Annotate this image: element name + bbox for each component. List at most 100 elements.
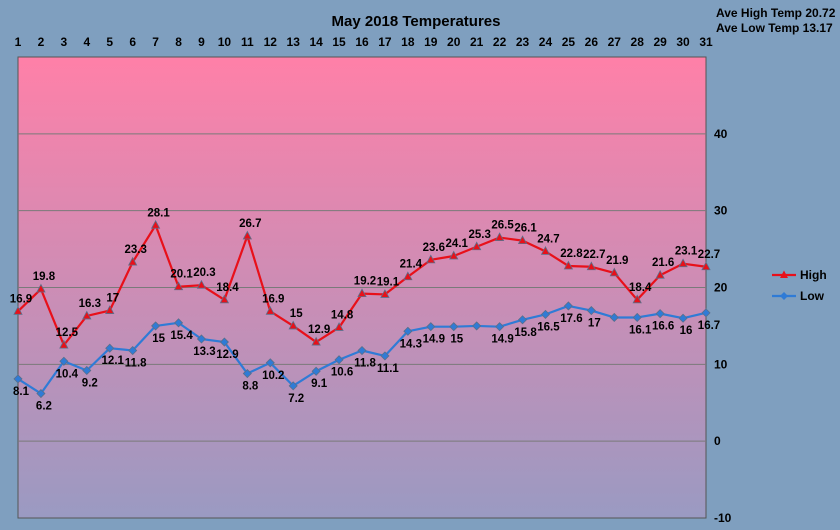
high-data-label: 22.7 — [698, 249, 720, 261]
high-data-label: 26.7 — [239, 218, 261, 230]
x-tick-label: 13 — [287, 35, 301, 49]
low-data-label: 10.6 — [331, 367, 353, 379]
low-point — [151, 321, 161, 331]
x-tick-label: 11 — [241, 35, 254, 49]
low-data-label: 16.7 — [698, 320, 720, 332]
low-point — [586, 305, 596, 316]
high-data-label: 18.4 — [216, 282, 239, 294]
x-tick-label: 22 — [493, 35, 507, 49]
high-data-label: 20.3 — [193, 267, 215, 279]
high-data-label: 21.9 — [606, 255, 628, 267]
low-data-label: 17.6 — [560, 313, 582, 325]
low-data-label: 14.9 — [423, 334, 445, 346]
low-data-label: 12.9 — [216, 349, 238, 361]
low-data-label: 9.1 — [311, 378, 328, 390]
high-data-label: 19.1 — [377, 276, 400, 288]
high-point — [540, 246, 551, 255]
high-point — [173, 281, 184, 291]
low-data-label: 15 — [152, 333, 165, 345]
high-point — [36, 283, 46, 293]
low-data-label: 11.1 — [377, 363, 399, 375]
low-data-label: 6.2 — [36, 401, 52, 413]
x-tick-label: 12 — [264, 35, 278, 49]
high-point — [449, 250, 459, 260]
ave-high-annotation: Ave High Temp 20.72 — [716, 6, 836, 20]
high-data-label: 20.1 — [170, 269, 193, 281]
high-point — [311, 336, 321, 346]
low-data-label: 11.8 — [354, 358, 376, 370]
high-point — [563, 260, 574, 270]
low-data-label: 14.9 — [491, 334, 513, 346]
low-point — [449, 322, 459, 332]
high-data-label: 16.9 — [262, 293, 284, 305]
high-point — [380, 289, 390, 298]
x-tick-label: 14 — [309, 35, 323, 49]
low-point — [311, 366, 321, 376]
high-data-label: 19.8 — [33, 271, 56, 283]
legend-label-low: Low — [800, 289, 825, 303]
low-point — [13, 374, 23, 384]
x-tick-label: 28 — [631, 35, 645, 49]
high-data-label: 21.4 — [400, 259, 423, 271]
high-data-label: 26.1 — [514, 223, 537, 235]
high-data-label: 19.2 — [354, 276, 376, 288]
low-point — [540, 309, 551, 319]
x-tick-label: 5 — [106, 35, 113, 49]
low-point — [517, 315, 528, 325]
low-data-label: 13.3 — [193, 346, 215, 358]
low-data-label: 16.5 — [537, 321, 560, 333]
x-tick-label: 3 — [61, 35, 68, 49]
high-point — [517, 235, 528, 245]
high-point — [82, 310, 92, 320]
high-point — [632, 294, 642, 304]
low-data-label: 9.2 — [82, 377, 98, 389]
high-point — [609, 267, 619, 277]
y-tick-label: -10 — [714, 511, 732, 525]
high-point — [219, 294, 230, 304]
y-tick-label: 30 — [714, 204, 728, 218]
low-point — [403, 326, 413, 336]
high-data-label: 12.9 — [308, 324, 330, 336]
high-data-label: 23.1 — [675, 246, 698, 258]
high-point — [196, 279, 207, 289]
x-tick-label: 29 — [653, 35, 667, 49]
x-tick-label: 7 — [152, 35, 159, 49]
x-tick-label: 8 — [175, 35, 182, 49]
high-point — [128, 256, 138, 266]
y-tick-label: 10 — [714, 357, 728, 371]
gridlines — [18, 133, 706, 442]
low-data-label: 14.3 — [400, 338, 422, 350]
low-data-label: 16.6 — [652, 321, 674, 333]
x-tick-label: 21 — [470, 35, 484, 49]
high-point — [701, 261, 711, 271]
low-point — [701, 308, 711, 318]
high-data-label: 24.1 — [446, 238, 469, 250]
low-data-label: 10.2 — [262, 370, 284, 382]
x-tick-label: 23 — [516, 35, 530, 49]
ave-low-annotation: Ave Low Temp 13.17 — [716, 21, 833, 35]
x-tick-label: 1 — [15, 35, 22, 49]
legend-marker-high — [780, 270, 788, 278]
x-tick-label: 24 — [539, 35, 553, 49]
y-tick-label: 40 — [714, 127, 728, 141]
x-tick-label: 9 — [198, 35, 205, 49]
low-point — [655, 309, 665, 319]
low-point — [678, 313, 688, 323]
low-point — [196, 334, 207, 344]
legend: High Low — [772, 268, 827, 303]
high-data-label: 18.4 — [629, 282, 652, 294]
x-tick-label: 4 — [83, 35, 90, 49]
high-point — [471, 241, 482, 251]
x-tick-label: 6 — [129, 35, 136, 49]
high-point — [655, 269, 665, 279]
x-tick-label: 17 — [378, 35, 392, 49]
high-data-label: 23.6 — [423, 242, 445, 254]
high-data-label: 26.5 — [491, 220, 514, 232]
x-tick-label: 2 — [38, 35, 45, 49]
high-data-label: 28.1 — [147, 207, 170, 219]
high-point — [242, 230, 252, 240]
low-data-label: 7.2 — [288, 393, 304, 405]
low-data-label: 10.4 — [56, 368, 79, 380]
